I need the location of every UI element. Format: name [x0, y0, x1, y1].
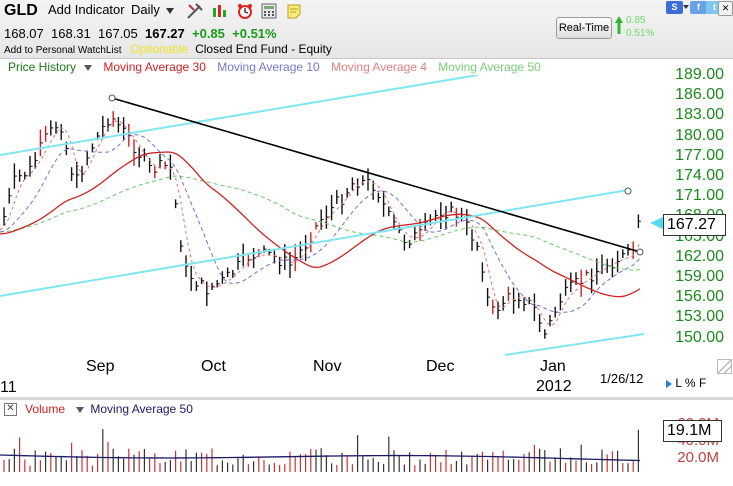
period-dropdown[interactable]: Daily [131, 2, 174, 17]
last-volume-box: 19.1M [663, 420, 722, 442]
resize-grip-icon[interactable] [717, 359, 732, 374]
y-tick-label: 186.00 [675, 86, 724, 104]
legend-price-history[interactable]: Price History [8, 60, 77, 74]
high-value: 168.31 [51, 26, 91, 41]
last-date-label: 1/26/12 [600, 371, 644, 386]
x-label-year: 2012 [536, 378, 572, 395]
realtime-button[interactable]: Real-Time [556, 17, 612, 39]
percent-scale-button[interactable]: % [684, 376, 696, 390]
notes-icon[interactable] [285, 2, 303, 20]
x-label-year-left: 11 [0, 379, 17, 396]
y-tick-label: 162.00 [675, 247, 724, 265]
y-tick-label: 183.00 [675, 106, 724, 124]
alarm-clock-icon[interactable] [236, 2, 254, 20]
x-label-dec: Dec [426, 358, 455, 375]
realtime-change: 0.85 [626, 15, 646, 26]
x-label-jan: Jan [540, 358, 566, 375]
chevron-down-icon [165, 7, 174, 14]
y-tick-label: 159.00 [675, 268, 724, 285]
fill-button[interactable]: F [698, 376, 707, 390]
change-pct-value: +0.51% [232, 26, 277, 41]
period-value: Daily [131, 2, 160, 17]
x-label-nov: Nov [313, 358, 342, 375]
resistance-trendline [111, 97, 641, 253]
x-label-oct: Oct [201, 358, 226, 375]
lower-channel-line [504, 333, 645, 356]
y-tick-label: 153.00 [675, 308, 724, 326]
quote-line: 168.07 168.31 167.05 167.27 +0.85 +0.51% [4, 26, 277, 41]
add-indicator-button[interactable]: Add Indicator [48, 2, 125, 17]
volume-chart[interactable] [0, 410, 660, 476]
close-icon[interactable]: ✕ [4, 403, 17, 417]
realtime-pct: 0.51% [626, 28, 655, 39]
up-arrow-icon [615, 16, 623, 34]
y-tick-label: 156.00 [675, 288, 724, 306]
ma30-line [0, 151, 641, 298]
legend-ma30[interactable]: Moving Average 30 [103, 60, 206, 74]
calculator-icon[interactable] [260, 2, 278, 20]
y-tick-label: 177.00 [675, 146, 724, 164]
info-line: Add to Personal WatchList Optionable Clo… [4, 42, 332, 56]
play-icon[interactable] [666, 379, 672, 388]
close-chart-button[interactable]: ✕ [718, 1, 733, 16]
chevron-down-icon[interactable] [84, 64, 93, 71]
legend-volume[interactable]: Volume [25, 402, 66, 416]
fund-type-label: Closed End Fund - Equity [195, 42, 332, 56]
bar-style-icon[interactable] [211, 2, 229, 20]
add-watchlist-link[interactable]: Add to Personal WatchList [4, 45, 122, 56]
last-price-box: 167.27 [663, 214, 726, 236]
trendline-handle [108, 94, 116, 102]
y-tick-label: 171.00 [675, 187, 724, 205]
upper-channel-line [0, 75, 479, 156]
low-value: 167.05 [98, 26, 138, 41]
indicator-legend: Price History Moving Average 30 Moving A… [8, 60, 549, 74]
trendline-handle [636, 248, 644, 256]
last-price-pointer [650, 217, 663, 229]
y-tick-label: 180.00 [675, 126, 724, 144]
linear-scale-button[interactable]: L [675, 376, 682, 390]
legend-ma4[interactable]: Moving Average 4 [331, 60, 427, 74]
volume-bars [3, 429, 640, 472]
drawing-tools-icon[interactable] [186, 2, 204, 20]
panel-divider[interactable] [0, 397, 733, 400]
x-label-sep: Sep [86, 358, 115, 375]
y-tick-label: 150.00 [675, 328, 724, 346]
chevron-down-icon[interactable] [683, 5, 689, 9]
ma10-line [0, 134, 641, 313]
facebook-button[interactable]: f [690, 1, 707, 14]
y-tick-label: 174.00 [675, 167, 724, 184]
legend-ma10[interactable]: Moving Average 10 [217, 60, 320, 74]
legend-ma50[interactable]: Moving Average 50 [438, 60, 541, 74]
volume-tick-label: 20.0M [677, 449, 719, 466]
price-chart[interactable] [0, 75, 660, 360]
symbol-label[interactable]: GLD [4, 2, 38, 19]
legend-volume-ma50[interactable]: Moving Average 50 [90, 402, 193, 416]
scale-options: L % F [666, 376, 706, 390]
ma50-line [0, 175, 641, 271]
chevron-down-icon[interactable] [76, 406, 85, 413]
y-tick-label: 189.00 [675, 66, 724, 83]
volume-ma-line [0, 454, 641, 462]
close-value: 167.27 [145, 26, 185, 41]
volume-legend: ✕ Volume Moving Average 50 [4, 402, 193, 417]
open-value: 168.07 [4, 26, 44, 41]
share-button[interactable]: S [666, 1, 683, 14]
optionable-label: Optionable [130, 42, 189, 56]
channel-handle [624, 187, 632, 195]
change-value: +0.85 [192, 26, 225, 41]
middle-channel-line [0, 189, 629, 297]
realtime-values: 0.85 0.51% [626, 14, 654, 40]
